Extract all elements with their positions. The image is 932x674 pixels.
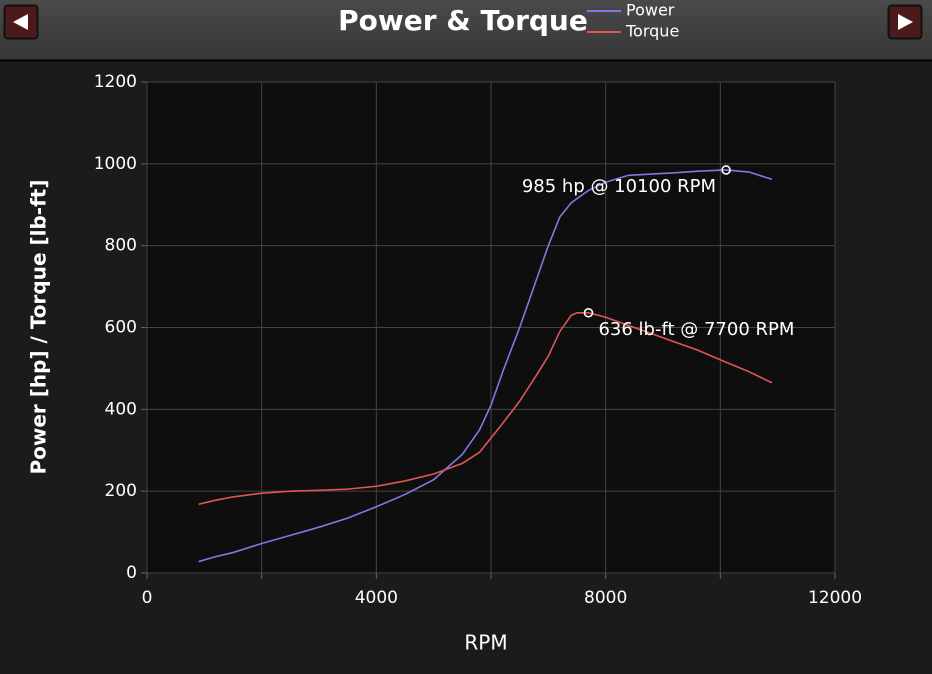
x-axis-label: RPM xyxy=(464,631,507,655)
series-line xyxy=(198,311,773,506)
header-bar xyxy=(0,0,932,60)
x-tick-label: 0 xyxy=(142,588,153,608)
x-tick-label: 12000 xyxy=(808,588,862,608)
right-arrow-icon xyxy=(898,14,913,30)
y-tick-label: 400 xyxy=(105,399,137,419)
x-tick-label: 8000 xyxy=(584,588,627,608)
y-tick-label: 800 xyxy=(105,236,137,256)
next-button[interactable] xyxy=(887,4,923,40)
legend-label: Torque xyxy=(625,22,679,41)
legend-label: Power xyxy=(626,1,675,20)
y-tick-label: 0 xyxy=(126,563,137,583)
y-tick-label: 1200 xyxy=(94,72,137,92)
y-tick-label: 1000 xyxy=(94,154,137,174)
x-tick-label: 4000 xyxy=(355,588,398,608)
y-axis-label: Power [hp] / Torque [lb-ft] xyxy=(27,179,51,474)
peak-marker xyxy=(583,307,594,318)
peak-marker xyxy=(721,165,731,175)
annotation: 636 lb-ft @ 7700 RPM xyxy=(598,319,794,340)
y-tick-label: 600 xyxy=(105,318,137,338)
y-tick-label: 200 xyxy=(105,481,137,501)
back-button[interactable] xyxy=(3,4,39,40)
left-arrow-icon xyxy=(13,14,28,30)
chart-title: Power & Torque xyxy=(338,4,588,37)
series-line xyxy=(198,169,773,563)
annotation: 985 hp @ 10100 RPM xyxy=(522,176,716,197)
